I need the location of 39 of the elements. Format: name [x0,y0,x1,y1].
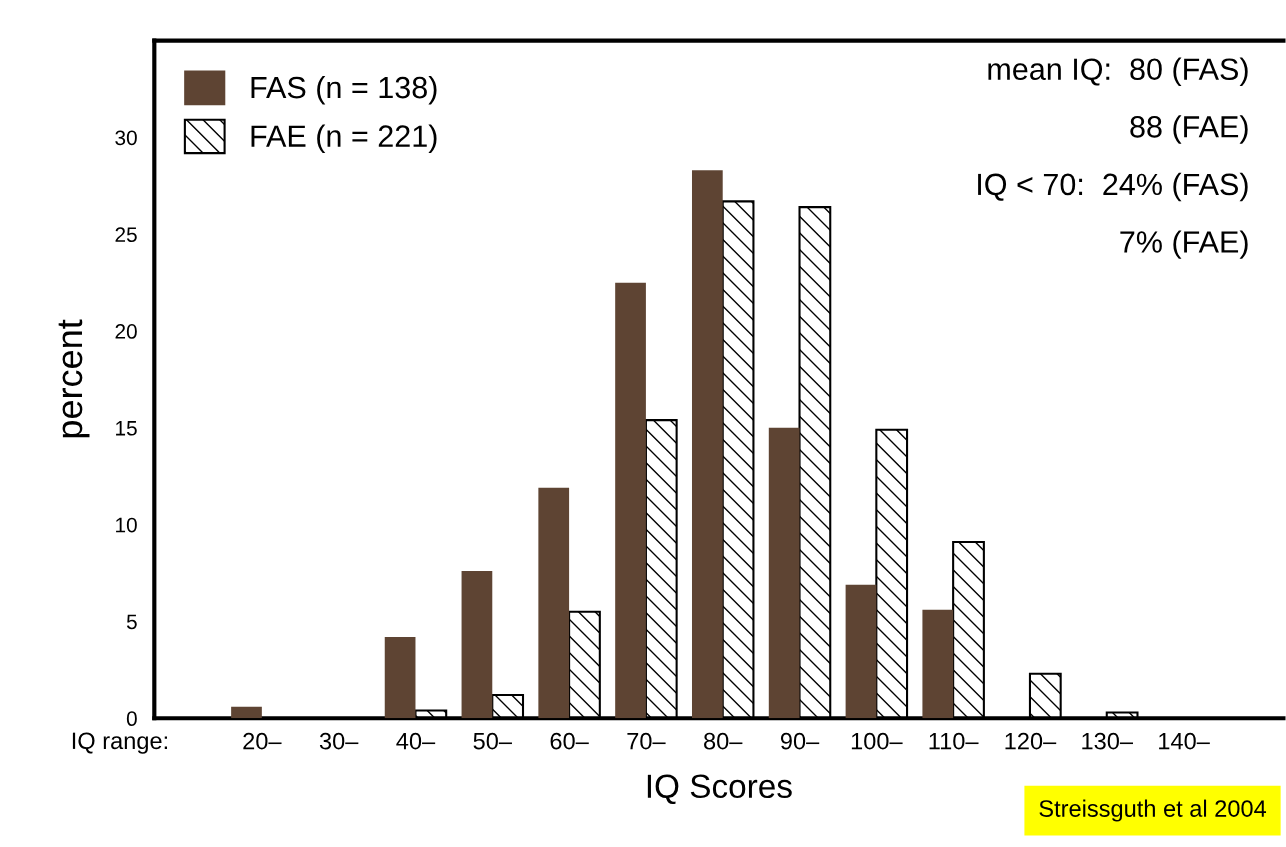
annotation: IQ < 70: 24% (FAS) [978,172,1248,202]
y-tick-label: 0 [126,711,137,727]
bar [691,170,723,719]
bar [538,487,570,719]
x-tick-label: 60– [550,732,589,750]
legend-label: FAS (n = 138) [251,75,437,105]
legend-label: FAE (n = 221) [251,124,437,154]
bar [615,282,646,719]
y-tick-label: 25 [115,227,137,243]
bar [461,571,493,719]
x-tick-label: 80– [704,732,743,750]
bar [231,706,262,719]
text: IQ range: [72,732,168,754]
x-tick-label: 30– [319,732,359,750]
x-tick-label: 110– [929,732,979,750]
x-tick-label: 20– [243,732,282,750]
x-axis-title: IQ Scores [647,774,792,805]
y-tick-label: 15 [116,421,137,436]
x-tick-label: 100– [851,732,903,750]
bar [845,584,877,719]
bar [768,427,800,719]
y-tick-label: 5 [126,614,137,630]
x-tick-label: 40– [396,732,436,750]
y-tick-label: 20 [115,324,137,339]
bar [922,609,954,719]
bar [384,636,416,719]
x-tick-label: 140– [1159,732,1210,750]
x-tick-label: 120– [1005,732,1057,750]
annotation: 7% (FAE) [1120,230,1248,259]
annotation: 88 (FAE) [1130,115,1248,144]
y-axis-title: percent [58,319,90,438]
annotation: mean IQ: 80 (FAS) [988,57,1248,87]
x-tick-label: 130– [1082,732,1134,750]
text: Streissguth et al 2004 [1039,799,1267,822]
x-tick-label: 50– [473,732,512,750]
x-tick-label: 90– [780,732,820,750]
y-tick-label: 10 [116,517,137,533]
y-tick-label: 30 [115,130,137,146]
x-tick-label: 70– [627,732,666,750]
